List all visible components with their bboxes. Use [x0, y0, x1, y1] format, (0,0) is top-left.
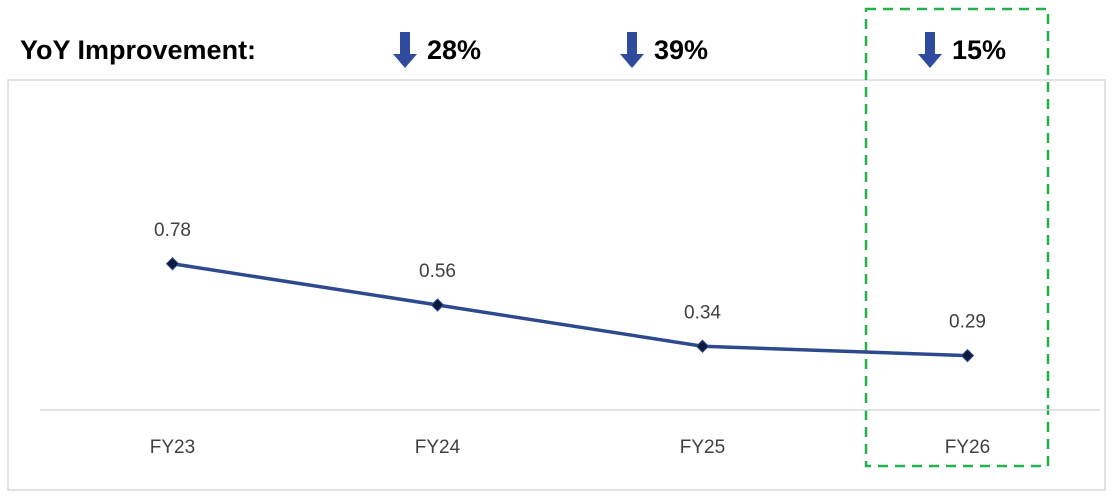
data-label: 0.78	[154, 220, 191, 241]
x-tick-label: FY25	[680, 437, 725, 458]
down-arrow	[620, 32, 644, 68]
highlight-box	[864, 7, 1050, 468]
annotation: 28%	[427, 35, 481, 65]
marker	[430, 298, 445, 312]
data-label: 0.29	[949, 312, 986, 333]
x-tick-label: FY24	[415, 437, 461, 458]
down-arrow	[393, 32, 417, 68]
x-tick-label: FY23	[150, 437, 195, 458]
marker	[960, 348, 975, 363]
line	[172, 262, 968, 358]
down-arrow	[918, 32, 942, 68]
data-label: 0.56	[419, 261, 456, 282]
annotation: 15%	[952, 35, 1006, 65]
marker	[165, 257, 180, 271]
data-label: 0.34	[684, 302, 721, 323]
annotation: 39%	[654, 35, 708, 65]
x-tick-label: FY26	[945, 437, 990, 458]
marker	[695, 339, 710, 353]
header: YoY Improvement:	[20, 35, 256, 65]
chart-frame	[7, 79, 1106, 491]
